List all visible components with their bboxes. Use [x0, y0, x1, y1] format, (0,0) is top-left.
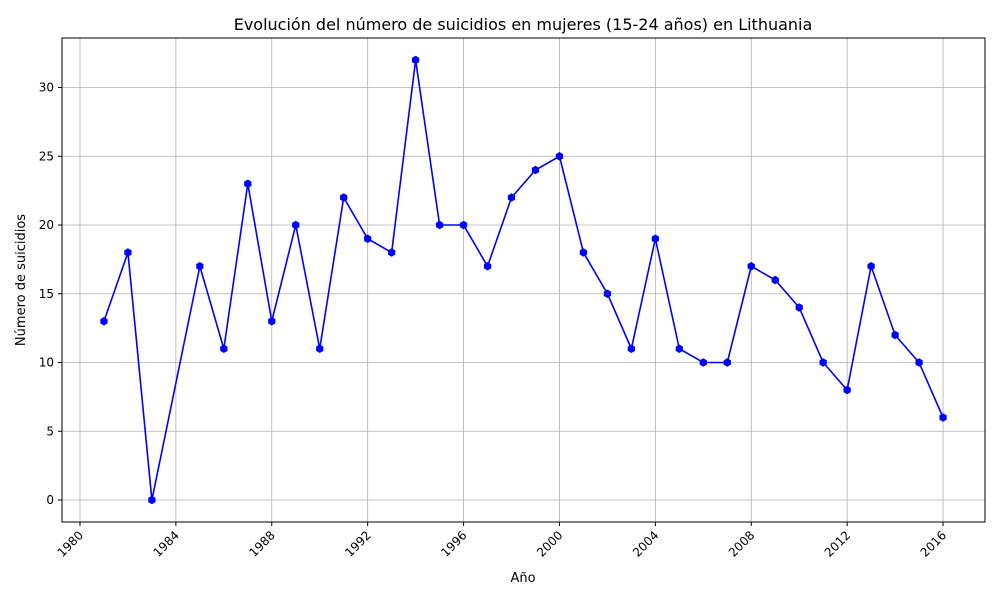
data-point	[795, 303, 803, 312]
chart-title: Evolución del número de suicidios en muj…	[234, 15, 813, 34]
x-tick-label: 2004	[630, 528, 661, 559]
plot-frame	[61, 37, 986, 523]
data-point	[100, 317, 108, 326]
data-point	[292, 220, 300, 230]
data-point	[388, 248, 396, 257]
data-point	[555, 152, 564, 161]
y-tick-label: 0	[46, 493, 54, 507]
data-point	[675, 344, 683, 353]
x-tick-label: 1984	[150, 528, 181, 559]
x-tick-label: 1980	[55, 528, 86, 559]
y-axis-label: Número de suicidios	[14, 214, 29, 346]
data-point	[579, 248, 588, 257]
data-point	[244, 179, 252, 188]
data-point	[507, 193, 516, 202]
data-point	[651, 234, 659, 243]
data-point	[435, 220, 444, 230]
data-point	[843, 385, 851, 395]
data-point	[627, 344, 636, 353]
data-point	[483, 262, 492, 271]
data-point	[411, 55, 420, 65]
data-point	[316, 344, 324, 353]
x-tick-label: 2012	[822, 528, 853, 559]
x-tick-label: 1988	[246, 528, 277, 559]
x-tick-label: 2016	[918, 528, 949, 559]
x-tick-label: 1992	[342, 528, 373, 559]
data-point	[531, 165, 540, 175]
y-tick-label: 5	[46, 424, 54, 438]
data-point	[891, 330, 899, 340]
x-axis-label: Año	[510, 571, 535, 586]
data-point	[771, 275, 779, 285]
data-point	[364, 234, 372, 243]
data-point	[459, 220, 468, 230]
y-tick-label: 25	[39, 149, 54, 163]
data-point	[220, 344, 228, 353]
y-tick-label: 30	[39, 81, 54, 95]
data-point	[340, 193, 348, 202]
y-tick-label: 15	[39, 287, 54, 301]
x-tick-label: 2000	[534, 528, 565, 559]
data-point	[747, 262, 755, 271]
data-point	[939, 413, 947, 422]
data-point	[603, 289, 612, 298]
data-point	[124, 248, 132, 257]
data-line	[103, 59, 944, 501]
data-point	[915, 358, 923, 367]
y-tick-label: 20	[39, 218, 54, 232]
data-point	[699, 358, 707, 367]
data-point	[196, 262, 204, 271]
x-tick-label: 2008	[726, 528, 757, 559]
data-point	[723, 358, 731, 367]
y-tick-label: 10	[39, 356, 54, 370]
data-point	[819, 358, 827, 367]
data-point	[148, 495, 156, 505]
data-point	[268, 317, 276, 326]
x-tick-label: 1996	[438, 528, 469, 559]
data-point	[867, 262, 875, 271]
